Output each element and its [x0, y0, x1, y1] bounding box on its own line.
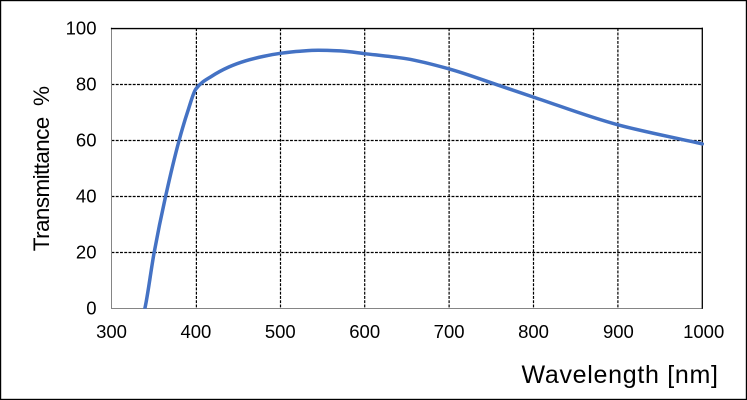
svg-text:40: 40 [76, 186, 97, 207]
svg-text:600: 600 [349, 321, 380, 342]
svg-text:80: 80 [76, 74, 97, 95]
svg-text:Wavelength [nm]: Wavelength [nm] [522, 361, 719, 389]
svg-text:700: 700 [434, 321, 465, 342]
svg-text:300: 300 [96, 321, 127, 342]
svg-text:400: 400 [180, 321, 211, 342]
svg-text:800: 800 [518, 321, 549, 342]
svg-text:1000: 1000 [683, 321, 724, 342]
svg-text:0: 0 [86, 298, 96, 319]
svg-text:100: 100 [66, 18, 97, 39]
svg-text:Transmittance %: Transmittance % [29, 86, 54, 251]
svg-text:500: 500 [265, 321, 296, 342]
svg-text:900: 900 [603, 321, 634, 342]
svg-text:20: 20 [76, 242, 97, 263]
svg-text:60: 60 [76, 130, 97, 151]
